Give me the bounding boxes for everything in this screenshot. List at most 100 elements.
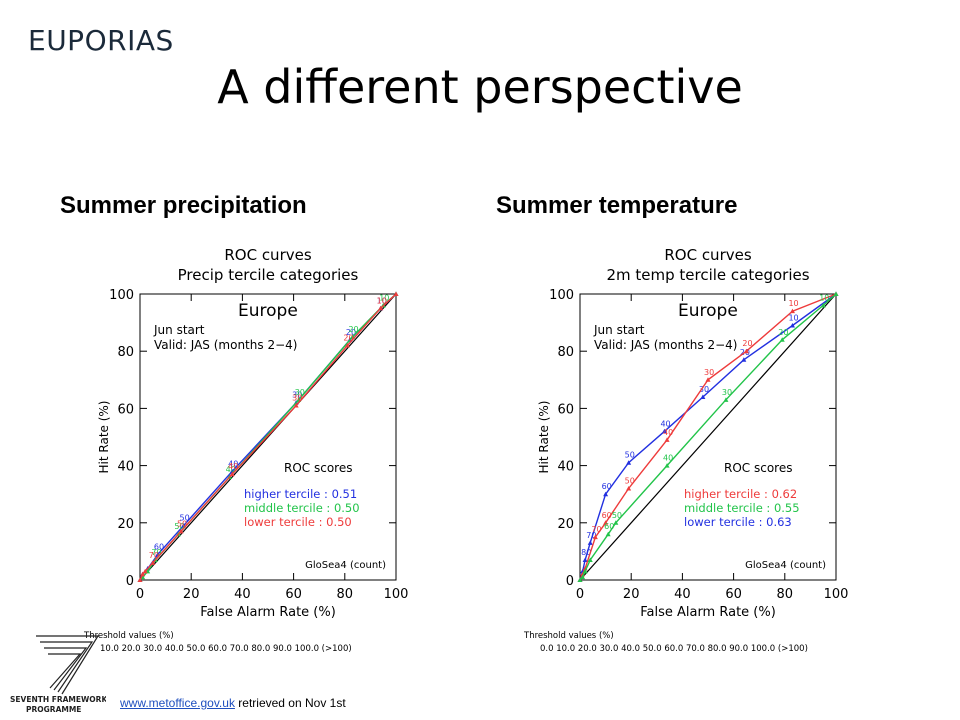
chart0-point-label: 30 bbox=[292, 394, 302, 403]
chart0-ytick-label: 60 bbox=[117, 402, 134, 417]
fp-logo-line1: SEVENTH FRAMEWORK bbox=[10, 695, 106, 704]
chart0-point-label: 30 bbox=[292, 391, 302, 400]
chart1-xtick-label: 100 bbox=[824, 587, 849, 602]
chart0-point-label: 10 bbox=[377, 296, 387, 305]
chart1-point-label: 10 bbox=[788, 299, 798, 308]
chart0-point-label: 50 bbox=[174, 522, 184, 531]
chart1-series-point-1 bbox=[664, 437, 670, 442]
chart0-score-2: lower tercile : 0.50 bbox=[244, 515, 352, 529]
chart1-series-point-1 bbox=[626, 485, 632, 491]
chart1-point-label: 40 bbox=[663, 428, 673, 437]
chart1-series-point-0 bbox=[587, 540, 593, 545]
heading-left: Summer precipitation bbox=[60, 192, 307, 219]
chart1-series-point-2 bbox=[587, 557, 593, 562]
fp7-logo: SEVENTH FRAMEWORK PROGRAMME bbox=[10, 635, 106, 714]
chart1-series-point-0 bbox=[603, 491, 609, 497]
chart0-series-point-2 bbox=[150, 560, 156, 565]
chart1-point-label: 40 bbox=[660, 419, 670, 428]
chart1-xtick-label: 40 bbox=[674, 587, 691, 602]
chart0-point-label: 70 bbox=[151, 548, 161, 557]
chart0-plot-frame bbox=[139, 293, 397, 581]
chart1-series-point-0 bbox=[789, 322, 795, 328]
chart1-series-point-0 bbox=[700, 394, 706, 399]
chart0-ytick-label: 100 bbox=[109, 288, 134, 303]
chart0-point-label: 40 bbox=[228, 462, 238, 471]
chart0-ytick-label: 40 bbox=[117, 460, 134, 475]
chart1-series-point-2 bbox=[820, 302, 826, 308]
chart1-point-label: 10 bbox=[788, 313, 798, 322]
chart1-point-label: 30 bbox=[699, 385, 709, 394]
fp-logo-line2: PROGRAMME bbox=[26, 705, 81, 714]
chart0-point-label: 30 bbox=[295, 388, 305, 397]
chart1-ytick-label: 0 bbox=[566, 574, 574, 589]
chart0-point-label: 50 bbox=[177, 519, 187, 528]
chart0-ylabel: Hit Rate (%) bbox=[97, 401, 111, 474]
chart1-score-1: middle tercile : 0.55 bbox=[684, 501, 800, 515]
chart0-ytick-label: 80 bbox=[117, 345, 134, 360]
chart1-series-point-1 bbox=[743, 348, 749, 354]
chart0-point-label: 40 bbox=[226, 465, 236, 474]
chart0-point-label: 20 bbox=[343, 333, 353, 342]
chart1-series-point-2 bbox=[605, 531, 611, 537]
chart0-score-0: higher tercile : 0.51 bbox=[244, 487, 357, 501]
chart1-series-point-2 bbox=[580, 574, 586, 580]
chart0-series-point-2 bbox=[142, 568, 148, 574]
chart0-xtick-label: 100 bbox=[384, 587, 409, 602]
chart0-model: GloSea4 (count) bbox=[305, 560, 386, 571]
chart1-series-point-1 bbox=[603, 520, 609, 525]
chart1-score-0: higher tercile : 0.62 bbox=[684, 487, 797, 501]
chart1-point-label: 60 bbox=[602, 482, 612, 491]
page-title: A different perspective bbox=[217, 60, 743, 114]
chart1-series-point-0 bbox=[661, 428, 667, 434]
chart1-ytick-label: 20 bbox=[557, 517, 574, 532]
chart0-xlabel: False Alarm Rate (%) bbox=[200, 605, 336, 620]
chart1-series-point-1 bbox=[592, 534, 598, 540]
chart0-threshold-values: 10.0 20.0 30.0 40.0 50.0 60.0 70.0 80.0 … bbox=[100, 644, 352, 654]
chart1-series-point-0 bbox=[741, 357, 747, 362]
roc-chart-precip: ROC curves Precip tercile categories 0 20 40… bbox=[83, 246, 409, 654]
chart0-threshold-label: Threshold values (%) bbox=[83, 631, 174, 641]
chart1-series-point-1 bbox=[789, 308, 795, 314]
heading-right: Summer temperature bbox=[496, 192, 738, 219]
chart0-xtick-label: 40 bbox=[234, 587, 251, 602]
chart1-point-label: 30 bbox=[722, 388, 732, 397]
chart1-score-2: lower tercile : 0.63 bbox=[684, 515, 792, 529]
chart1-xtick-label: 80 bbox=[777, 587, 794, 602]
chart0-xtick-label: 20 bbox=[183, 587, 200, 602]
chart0-point-label: 60 bbox=[154, 542, 164, 551]
chart0-series-point-2 bbox=[378, 305, 384, 311]
chart1-region: Europe bbox=[678, 301, 738, 321]
chart0-title: ROC curves bbox=[224, 246, 311, 264]
chart1-ytick-label: 100 bbox=[549, 288, 574, 303]
chart1-xtick-label: 0 bbox=[576, 587, 584, 602]
chart0-series-point-2 bbox=[344, 342, 350, 348]
chart1-point-label: 20 bbox=[742, 339, 752, 348]
chart1-start: Jun start bbox=[593, 323, 645, 337]
chart1-ytick-label: 60 bbox=[557, 402, 574, 417]
chart0-point-label: 20 bbox=[346, 328, 356, 337]
chart1-valid: Valid: JAS (months 2−4) bbox=[594, 338, 737, 352]
chart1-point-label: 30 bbox=[704, 368, 714, 377]
chart1-series-point-0 bbox=[582, 557, 588, 562]
chart0-point-label: 40 bbox=[228, 459, 238, 468]
chart1-series-point-2 bbox=[577, 577, 583, 582]
source-link[interactable]: www.metoffice.gov.uk bbox=[120, 696, 235, 710]
chart0-region: Europe bbox=[238, 301, 298, 321]
chart0-ytick-label: 20 bbox=[117, 517, 134, 532]
chart1-point-label: 60 bbox=[602, 511, 612, 520]
chart1-series-point-2 bbox=[664, 463, 670, 468]
chart0-point-label: 10 bbox=[379, 293, 389, 302]
chart0-xtick-label: 60 bbox=[285, 587, 302, 602]
chart0-scores-title: ROC scores bbox=[284, 461, 352, 475]
chart1-ytick-label: 40 bbox=[557, 460, 574, 475]
chart1-series-point-2 bbox=[833, 291, 839, 296]
chart0-subtitle: Precip tercile categories bbox=[178, 266, 359, 284]
chart1-point-label: 20 bbox=[778, 328, 788, 337]
chart0-ytick-label: 0 bbox=[126, 574, 134, 589]
roc-chart-temp: ROC curves 2m temp tercile categories 0 20 4… bbox=[523, 246, 849, 654]
chart1-series-point-2 bbox=[613, 520, 619, 525]
chart0-point-label: 70 bbox=[149, 551, 159, 560]
chart0-start: Jun start bbox=[153, 323, 205, 337]
chart1-point-label: 80 bbox=[581, 548, 591, 557]
chart0-series-point-2 bbox=[178, 528, 184, 534]
